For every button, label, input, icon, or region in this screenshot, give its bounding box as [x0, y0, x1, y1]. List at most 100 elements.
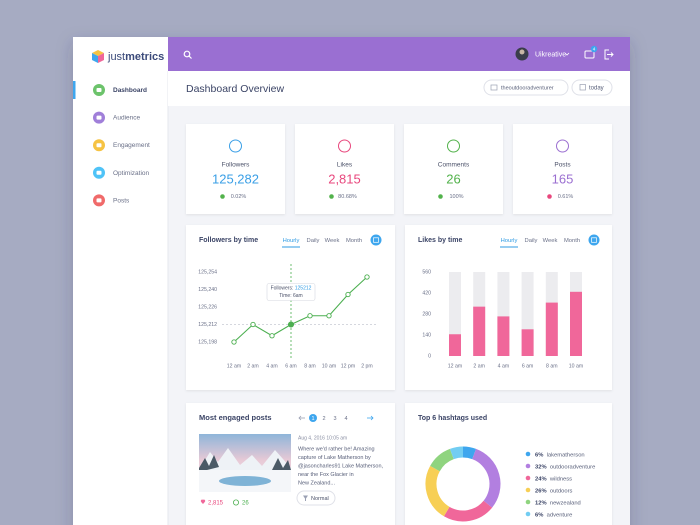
nav-item[interactable]: Audience — [93, 111, 140, 124]
post-text: near the Fox Glacier in — [298, 472, 354, 478]
nav-item[interactable]: Optimization — [93, 166, 150, 179]
stat-label: Posts — [554, 162, 571, 169]
tab-label: Month — [564, 238, 580, 244]
user-name: Uikreative — [535, 51, 566, 58]
legend-label: adventure — [547, 512, 573, 518]
notifications-button[interactable]: 4 — [584, 45, 598, 59]
calendar-button[interactable] — [370, 234, 382, 246]
post-image — [199, 434, 291, 492]
legend-entry: 12% newzealand — [535, 500, 581, 506]
stat-change-icon — [220, 194, 225, 199]
page-number: 1 — [311, 416, 314, 422]
post-text: capture of Lake Matherson by — [298, 455, 371, 461]
legend-swatch — [525, 499, 531, 505]
page-number: 2 — [322, 416, 325, 422]
calendar-button[interactable] — [588, 234, 600, 246]
tab-label: Hourly — [283, 238, 300, 244]
data-point — [250, 321, 256, 328]
nav-icon-glyph — [96, 115, 102, 120]
legend-entry: 6% lakematherson — [535, 452, 585, 458]
legend-swatch — [525, 475, 531, 481]
page-button[interactable]: 3 — [333, 416, 336, 422]
followers-line — [233, 276, 368, 343]
legend-entry: 32% outdooradventure — [535, 464, 595, 470]
logo-suffix: metrics — [125, 51, 164, 63]
y-tick-label: 560 — [422, 269, 431, 275]
active-indicator — [73, 81, 76, 99]
likes-icon — [200, 499, 206, 504]
next-page[interactable] — [367, 415, 374, 421]
time-tab[interactable]: Month — [564, 238, 580, 244]
post-text: Where we'd rather be! Amazing — [298, 446, 375, 452]
date-range-select[interactable]: today — [571, 79, 613, 96]
calendar-glyph — [373, 237, 379, 243]
donut-segment — [430, 448, 455, 472]
stat-card: Likes 2,815 80.68% — [295, 124, 394, 214]
donut-segment — [471, 448, 501, 508]
time-tab[interactable]: Week — [543, 238, 558, 244]
donut-segment — [425, 465, 450, 517]
stat-card: Posts 165 0.61% — [513, 124, 612, 214]
time-tab[interactable]: Hourly — [500, 238, 518, 248]
x-tick-label: 2 am — [473, 363, 485, 369]
page-number: 3 — [333, 416, 336, 422]
time-tab[interactable]: Month — [346, 238, 362, 244]
calendar-bg — [588, 234, 600, 246]
prev-page[interactable] — [298, 415, 305, 421]
nav-label: Posts — [113, 197, 130, 204]
page-number: 4 — [344, 416, 347, 422]
page-title: Dashboard Overview — [186, 83, 284, 95]
account-select[interactable]: theoutdooradventurer — [483, 79, 569, 96]
time-tab[interactable]: Daily — [525, 238, 538, 244]
donut-segment — [449, 446, 464, 460]
donut-segment — [443, 500, 493, 522]
nav-item[interactable]: Dashboard — [93, 84, 147, 96]
search-button[interactable] — [183, 50, 192, 59]
legend-percent: 24% — [535, 476, 547, 482]
x-tick-label: 2 am — [247, 363, 259, 369]
tab-label: Week — [543, 238, 558, 244]
page-button[interactable]: 2 — [322, 416, 325, 422]
logo: justmetrics — [92, 50, 164, 63]
data-point — [287, 321, 295, 328]
post-type-button[interactable]: Normal — [296, 490, 336, 506]
legend-label: newzealand — [550, 500, 581, 506]
stat-card-bg — [186, 124, 285, 214]
stat-value: 2,815 — [328, 171, 361, 186]
post-text: @jasoncharles91 Lake Matherson, — [298, 463, 384, 469]
nav-item[interactable]: Engagement — [93, 139, 150, 152]
stat-label: Comments — [438, 162, 470, 169]
bar — [521, 329, 534, 356]
legend-swatch — [525, 463, 531, 469]
y-tick-label: 420 — [422, 290, 431, 296]
tab-label: Hourly — [501, 238, 518, 244]
tab-label: Daily — [525, 238, 538, 244]
x-tick-label: 4 am — [266, 363, 278, 369]
logo-prefix: just — [107, 51, 125, 63]
data-point — [364, 274, 370, 280]
post-likes: 2,815 — [208, 501, 224, 507]
post-date: Aug 4, 2016 10:05 am — [298, 435, 347, 441]
post-comments: 26 — [242, 501, 249, 507]
user-menu[interactable]: Uikreative — [515, 47, 570, 61]
card-title: Most engaged posts — [199, 413, 272, 422]
y-tick-label: 0 — [428, 353, 431, 359]
nav-item[interactable]: Posts — [93, 194, 130, 207]
logout-button[interactable] — [604, 49, 614, 60]
x-tick-label: 12 pm — [341, 363, 355, 369]
y-tick-label: 125,198 — [198, 339, 217, 345]
time-tab[interactable]: Daily — [307, 238, 320, 244]
date-range: today — [589, 85, 604, 91]
post-text: New Zealand... — [298, 480, 335, 486]
time-tab[interactable]: Week — [325, 238, 340, 244]
stat-label: Followers — [222, 162, 251, 169]
page-button[interactable]: 1 — [309, 414, 317, 422]
sidebar — [73, 37, 168, 525]
tab-label: Daily — [307, 238, 320, 244]
legend-percent: 6% — [535, 512, 543, 518]
stat-card: Comments 26 100% — [404, 124, 503, 214]
page-button[interactable]: 4 — [344, 416, 347, 422]
notification-count: 4 — [593, 46, 596, 51]
time-tab[interactable]: Hourly — [282, 238, 300, 248]
